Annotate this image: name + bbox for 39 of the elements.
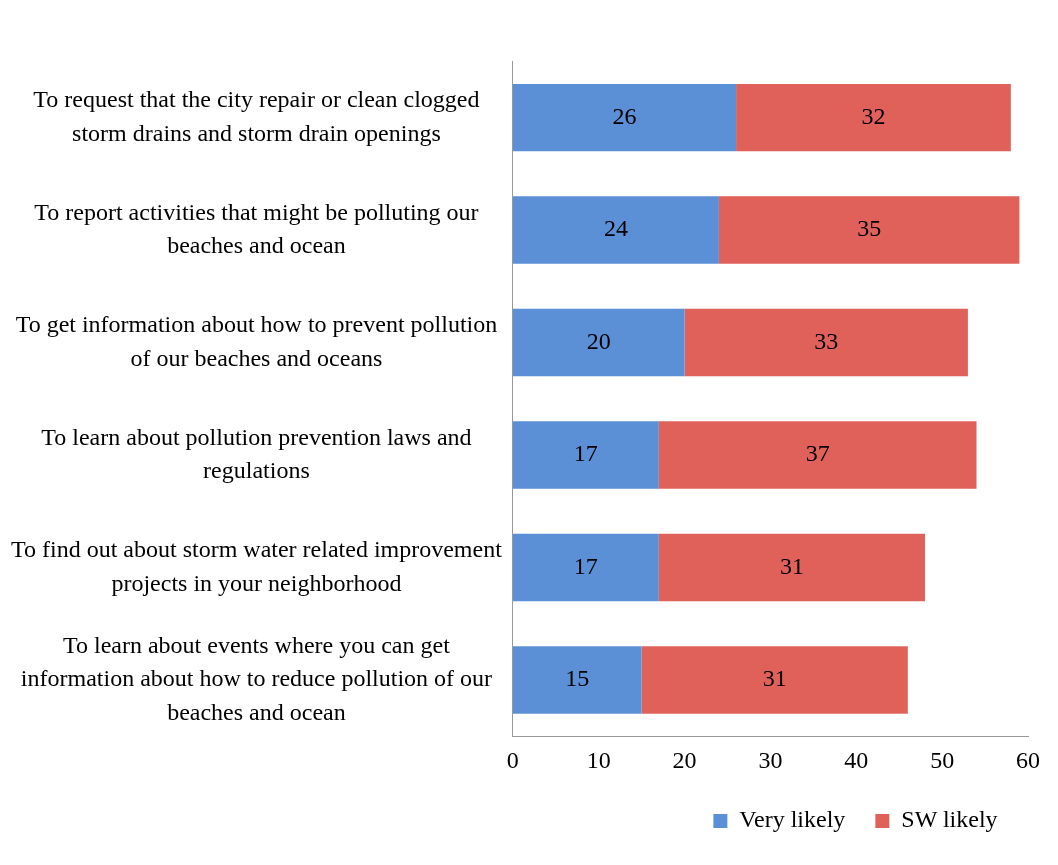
x-tick-label: 20 <box>672 746 697 773</box>
data-label: 37 <box>805 440 830 467</box>
bar <box>512 308 685 377</box>
y-tick-label: To report activities that might be polluting our beaches and ocean <box>34 198 479 259</box>
x-tick-label: 50 <box>930 746 955 773</box>
data-label: 17 <box>573 552 598 579</box>
legend-label: SW likely <box>901 806 998 833</box>
y-tick-label: To learn about pollution prevention laws and regulations <box>41 423 472 484</box>
bar <box>736 83 1011 152</box>
y-tick-label: To learn about events where you can get information about how to reduce pollution of our beaches and ocean <box>20 631 493 725</box>
bar <box>718 196 1020 264</box>
bar <box>512 83 737 152</box>
data-label: 35 <box>857 215 882 242</box>
bar <box>641 646 908 714</box>
data-label: 15 <box>565 665 590 692</box>
y-tick-label: To find out about storm water related improvement projects in your neighborhood <box>11 536 503 596</box>
bar <box>512 646 642 714</box>
y-tick-label: To get information about how to prevent pollution of our beaches and oceans <box>15 311 498 371</box>
data-label: 20 <box>586 327 611 354</box>
bar <box>512 533 659 602</box>
legend-label: Very likely <box>739 806 846 833</box>
x-tick-label: 40 <box>844 746 869 773</box>
x-tick-label: 10 <box>586 746 611 773</box>
data-label: 17 <box>573 440 598 467</box>
data-label: 31 <box>779 552 804 579</box>
bar <box>512 196 719 264</box>
bar <box>684 308 968 377</box>
bar <box>658 533 925 602</box>
data-label: 26 <box>612 102 637 129</box>
data-label: 32 <box>861 102 886 129</box>
x-tick-label: 30 <box>758 746 783 773</box>
y-tick-label: To request that the city repair or clean clogged storm drains and storm drain openings <box>33 86 480 146</box>
data-label: 33 <box>814 327 839 354</box>
bar <box>512 421 659 489</box>
data-label: 31 <box>762 665 787 692</box>
x-tick-label: 60 <box>1016 746 1040 773</box>
bar <box>658 421 977 489</box>
x-tick-label: 0 <box>506 746 519 773</box>
data-label: 24 <box>603 215 628 242</box>
